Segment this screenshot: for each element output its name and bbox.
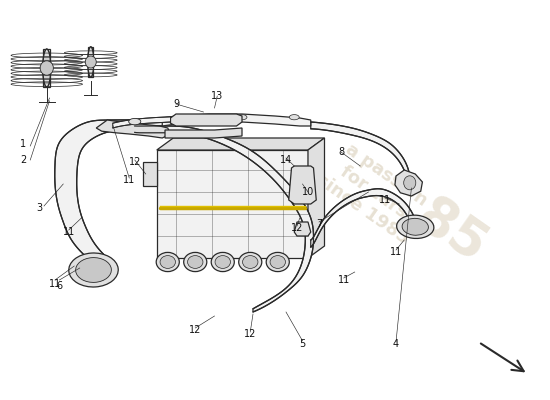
- Polygon shape: [170, 114, 242, 126]
- Text: 10: 10: [302, 187, 314, 197]
- Text: 7: 7: [316, 219, 322, 229]
- Text: 14: 14: [280, 155, 292, 165]
- Ellipse shape: [43, 49, 51, 87]
- Polygon shape: [135, 126, 314, 312]
- Ellipse shape: [160, 256, 175, 268]
- Ellipse shape: [243, 256, 258, 268]
- Ellipse shape: [270, 256, 285, 268]
- Polygon shape: [88, 47, 94, 77]
- Polygon shape: [294, 222, 311, 236]
- Ellipse shape: [239, 252, 262, 272]
- Ellipse shape: [69, 253, 118, 287]
- Text: 11: 11: [63, 227, 75, 237]
- Polygon shape: [143, 162, 157, 186]
- Text: 4: 4: [393, 339, 399, 349]
- Ellipse shape: [76, 258, 111, 282]
- Ellipse shape: [215, 256, 230, 268]
- Polygon shape: [311, 122, 410, 178]
- Text: 1: 1: [20, 139, 26, 149]
- Text: a passion
for cars
since 1985: a passion for cars since 1985: [312, 136, 436, 248]
- Ellipse shape: [237, 114, 247, 120]
- Text: 11: 11: [49, 279, 61, 289]
- Ellipse shape: [88, 47, 94, 77]
- Text: 11: 11: [123, 175, 135, 185]
- Polygon shape: [55, 120, 165, 266]
- Polygon shape: [113, 117, 170, 128]
- Polygon shape: [157, 150, 308, 258]
- Polygon shape: [162, 114, 311, 126]
- Ellipse shape: [88, 47, 94, 77]
- Ellipse shape: [185, 114, 195, 120]
- Text: 11: 11: [379, 195, 391, 205]
- Text: 3: 3: [36, 203, 43, 213]
- Polygon shape: [96, 120, 170, 138]
- Ellipse shape: [156, 252, 179, 272]
- Ellipse shape: [266, 252, 289, 272]
- Ellipse shape: [404, 176, 416, 190]
- Text: 12: 12: [244, 329, 256, 339]
- Text: 8: 8: [338, 147, 344, 157]
- Text: 6: 6: [56, 281, 63, 291]
- Polygon shape: [289, 166, 316, 204]
- Ellipse shape: [43, 49, 51, 87]
- Ellipse shape: [188, 256, 203, 268]
- Ellipse shape: [397, 215, 434, 238]
- Text: 11: 11: [338, 275, 350, 285]
- Ellipse shape: [184, 252, 207, 272]
- Polygon shape: [157, 138, 324, 150]
- Text: 9: 9: [173, 99, 179, 109]
- Polygon shape: [43, 49, 51, 87]
- Text: 2: 2: [20, 155, 26, 165]
- Ellipse shape: [129, 118, 141, 125]
- Text: 13: 13: [211, 91, 223, 101]
- Text: 12: 12: [189, 325, 201, 335]
- Text: 5: 5: [299, 339, 306, 349]
- Polygon shape: [165, 128, 242, 138]
- Ellipse shape: [40, 61, 53, 75]
- Text: 11: 11: [390, 247, 402, 257]
- Polygon shape: [311, 189, 417, 247]
- Text: 12: 12: [291, 223, 303, 233]
- Polygon shape: [395, 170, 422, 196]
- Polygon shape: [308, 138, 324, 258]
- Ellipse shape: [85, 56, 96, 68]
- Text: 12: 12: [129, 157, 141, 167]
- Text: 85: 85: [406, 190, 496, 274]
- Ellipse shape: [402, 218, 428, 235]
- Ellipse shape: [211, 252, 234, 272]
- Ellipse shape: [289, 114, 299, 120]
